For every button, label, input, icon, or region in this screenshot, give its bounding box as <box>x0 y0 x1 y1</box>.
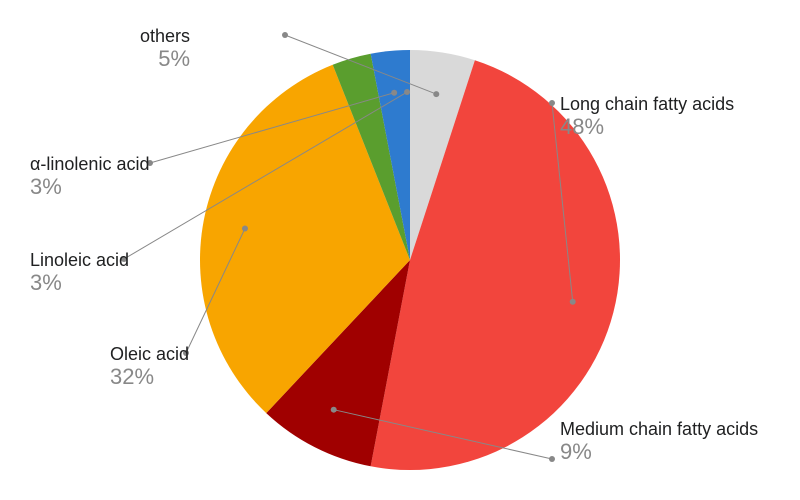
leader-dot <box>549 100 555 106</box>
pie-chart: others5% Long chain fatty acids48% Medium … <box>0 0 800 500</box>
slice-label-pct: 48% <box>560 114 604 139</box>
leader-dot <box>391 90 397 96</box>
pie-slices <box>200 50 620 470</box>
slice-label-pct: 9% <box>560 439 592 464</box>
leader-dot <box>242 226 248 232</box>
slice-label-pct: 3% <box>30 270 62 295</box>
slice-label-name: α-linolenic acid <box>30 154 149 174</box>
leader-dot <box>331 407 337 413</box>
slice-label-pct: 3% <box>30 174 62 199</box>
slice-label-name: Linoleic acid <box>30 250 129 270</box>
leader-dot <box>404 89 410 95</box>
leader-dot <box>549 456 555 462</box>
slice-label-name: others <box>140 26 190 46</box>
leader-dot <box>433 91 439 97</box>
slice-label-name: Oleic acid <box>110 344 189 364</box>
slice-label-name: Medium chain fatty acids <box>560 419 758 439</box>
slice-label-name: Long chain fatty acids <box>560 94 734 114</box>
leader-dot <box>570 299 576 305</box>
leader-dot <box>282 32 288 38</box>
slice-label-pct: 5% <box>158 46 190 71</box>
slice-label-pct: 32% <box>110 364 154 389</box>
